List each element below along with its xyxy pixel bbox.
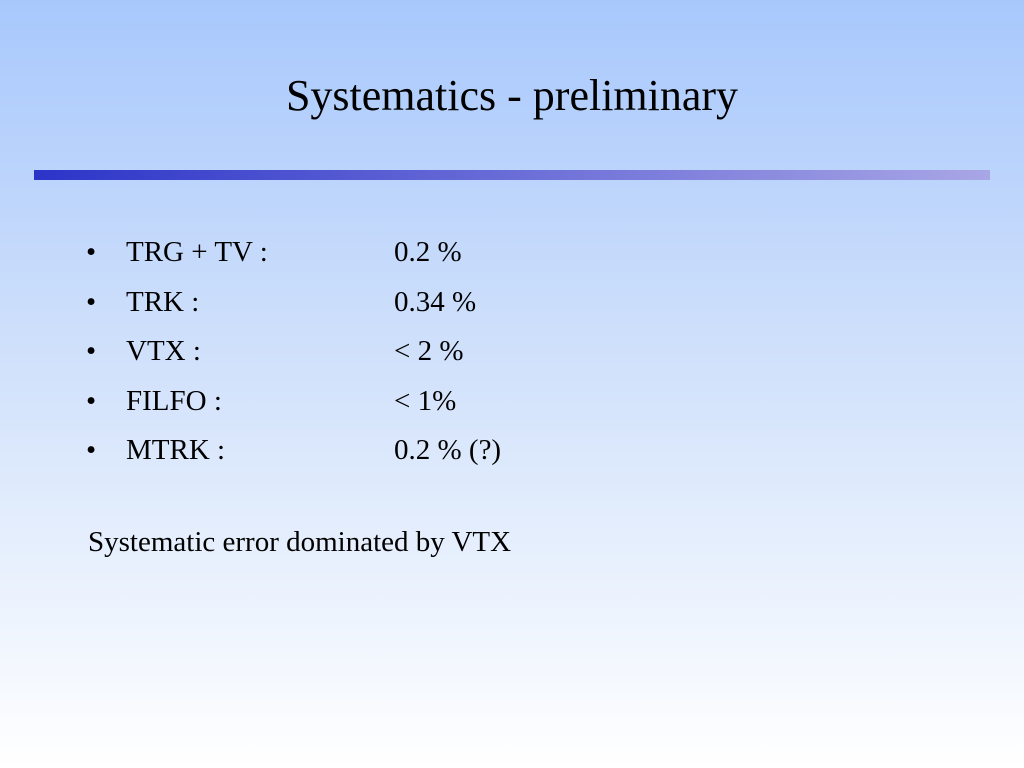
item-value: 0.2 % (?) [394, 434, 502, 467]
bullet: • [86, 285, 97, 318]
title-rule [34, 170, 990, 180]
list-item: • MTRK : 0.2 % (?) [86, 426, 501, 476]
item-label: FILFO : [126, 384, 222, 417]
bullet: • [86, 236, 97, 269]
conclusion: Systematic error dominated by VTX [88, 526, 512, 558]
item-list: • TRG + TV :0.2 % • TRK :0.34 % • VTX : < 2 % •… [86, 228, 501, 476]
item-value: 0.2 % [394, 236, 462, 269]
list-item: • TRG + TV : 0.2 % [86, 228, 501, 278]
slide-title: Systematics - preliminary [285, 71, 739, 120]
list-item: • TRK : 0.34 % [86, 278, 501, 328]
item-label: MTRK : [126, 434, 226, 467]
item-label: TRK : [126, 285, 200, 318]
bullet: • [86, 384, 97, 417]
item-label: TRG + TV : [126, 236, 268, 269]
item-label: VTX : [126, 335, 201, 368]
item-value: < 1% [394, 384, 457, 417]
bullet: • [86, 335, 97, 368]
list-item: • VTX : < 2 % [86, 327, 501, 377]
item-value: 0.34 % [394, 285, 477, 318]
item-value: < 2 % [394, 335, 464, 368]
bullet: • [86, 434, 97, 467]
list-item: • FILFO : < 1% [86, 377, 501, 427]
